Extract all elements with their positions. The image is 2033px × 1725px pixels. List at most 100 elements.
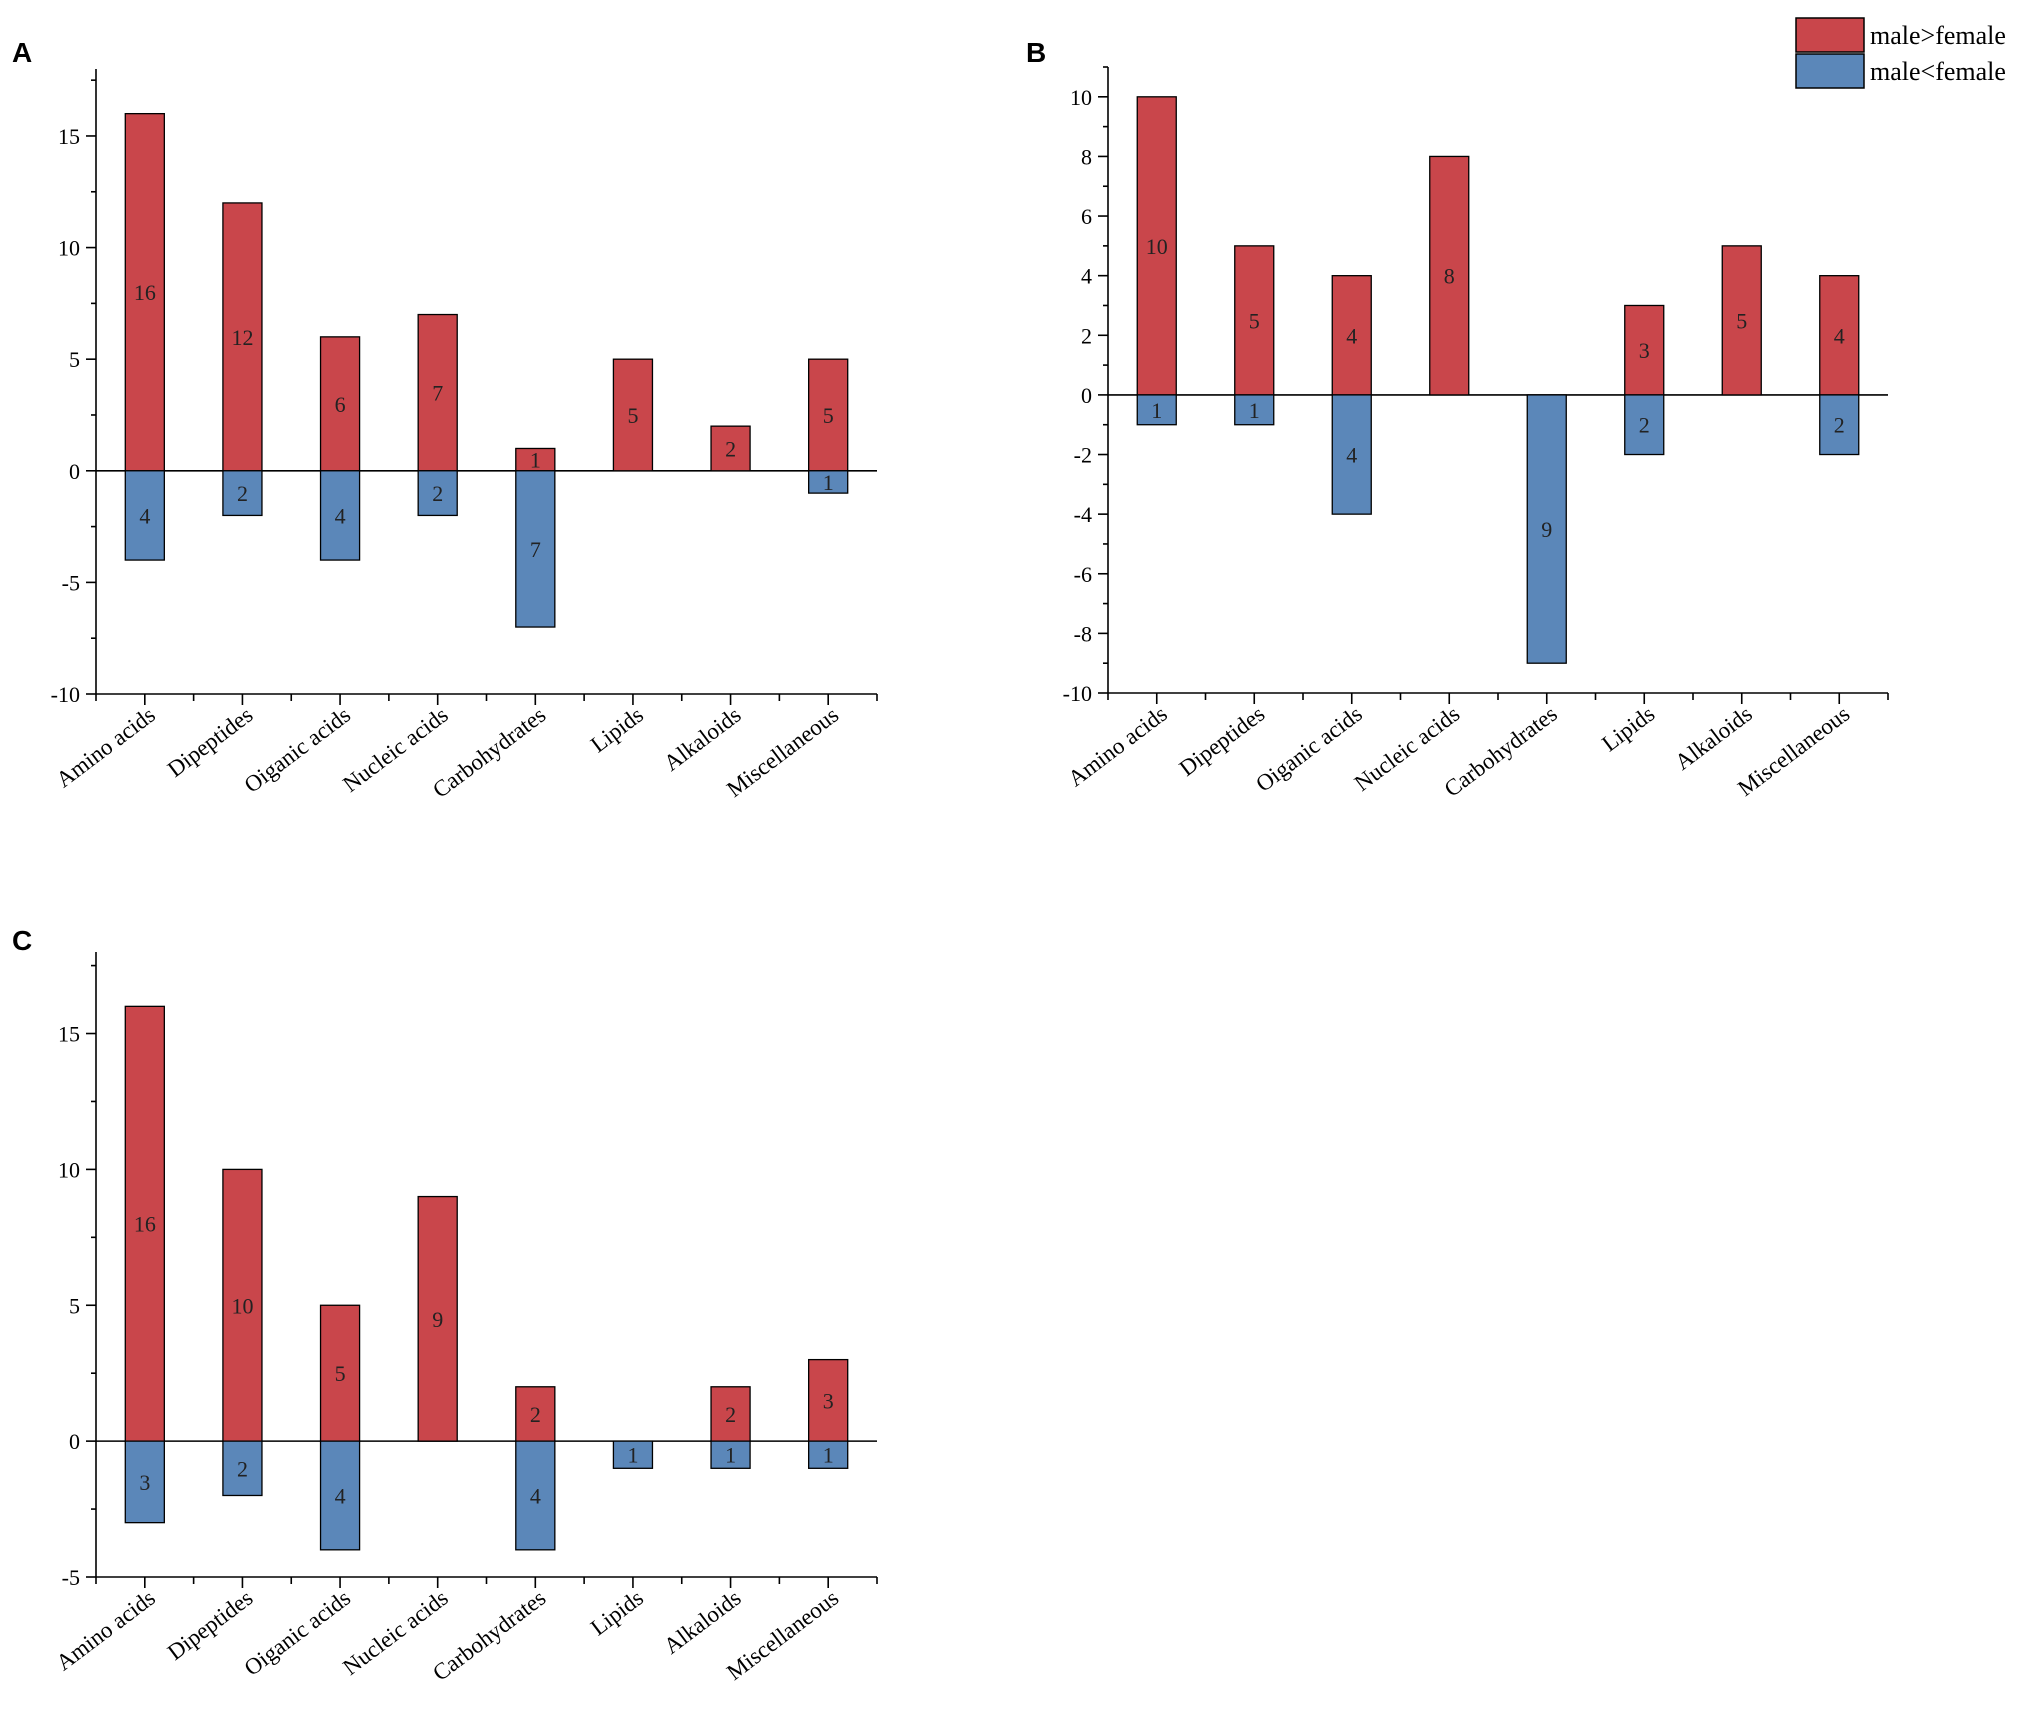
bar-data-label: 5 bbox=[823, 403, 834, 428]
x-category-label: Oiganic acids bbox=[1251, 701, 1367, 797]
y-tick-label: 10 bbox=[58, 236, 80, 261]
bar-male-less bbox=[124, 1440, 165, 1524]
chart-panel-b: B -10 -8 -6 -4 -2 0 2 4 6 8 10 10 1 Amino acids 5 1 Dipep… bbox=[1026, 37, 1889, 802]
bar-data-label: 1 bbox=[1151, 398, 1162, 423]
bar-data-label: 2 bbox=[237, 481, 248, 506]
bar-male-greater bbox=[808, 358, 849, 472]
bar-male-less bbox=[710, 1440, 751, 1469]
y-tick-label: 6 bbox=[1081, 204, 1092, 229]
y-tick-label: 10 bbox=[58, 1157, 80, 1182]
bar-data-label: 10 bbox=[231, 1293, 253, 1318]
bar-data-label: 4 bbox=[1834, 323, 1845, 348]
bar-data-label: 2 bbox=[1834, 413, 1845, 438]
y-tick-label: -10 bbox=[1063, 681, 1092, 706]
x-category-label: Lipids bbox=[586, 702, 648, 757]
y-tick-label: 2 bbox=[1081, 323, 1092, 348]
x-category-label: Amino acids bbox=[51, 702, 159, 792]
bar-male-greater bbox=[808, 1358, 849, 1442]
bar-data-label: 4 bbox=[1346, 443, 1357, 468]
bar-data-label: 7 bbox=[432, 381, 443, 406]
bar-male-greater bbox=[1136, 96, 1177, 396]
x-category-label: Oiganic acids bbox=[240, 702, 356, 798]
bar-male-greater bbox=[1331, 275, 1372, 396]
bar-male-less bbox=[319, 470, 361, 561]
bar-data-label: 10 bbox=[1146, 234, 1168, 259]
bar-data-label: 3 bbox=[823, 1388, 834, 1413]
bar-data-label: 4 bbox=[335, 503, 346, 528]
bar-male-less bbox=[124, 470, 165, 561]
bar-male-greater bbox=[1721, 245, 1762, 396]
x-category-label: Lipids bbox=[1597, 701, 1659, 756]
bar-data-label: 4 bbox=[530, 1483, 541, 1508]
x-category-label: Lipids bbox=[586, 1585, 648, 1640]
x-category-label: Oiganic acids bbox=[240, 1585, 356, 1681]
bar-male-greater bbox=[515, 1386, 556, 1442]
bar-male-greater bbox=[319, 336, 361, 472]
legend-label: male<female bbox=[1870, 57, 2006, 86]
bar-data-label: 16 bbox=[134, 280, 156, 305]
bar-data-label: 3 bbox=[139, 1470, 150, 1495]
bar-data-label: 5 bbox=[1249, 308, 1260, 333]
x-category-label: Amino acids bbox=[1063, 701, 1171, 791]
x-category-label: Dipeptides bbox=[163, 1585, 258, 1665]
bar-male-less bbox=[1819, 394, 1860, 456]
panel-letter: A bbox=[12, 37, 32, 68]
bar-male-greater bbox=[222, 1168, 263, 1442]
bar-data-label: 5 bbox=[335, 1361, 346, 1386]
panel-letter: B bbox=[1026, 37, 1046, 68]
legend: male>female male<female bbox=[1795, 17, 2006, 89]
bar-data-label: 2 bbox=[432, 481, 443, 506]
y-tick-label: 5 bbox=[69, 347, 80, 372]
bar-data-label: 5 bbox=[627, 403, 638, 428]
bar-male-less bbox=[222, 1440, 263, 1497]
bar-male-less bbox=[319, 1440, 361, 1551]
bar-male-less bbox=[515, 470, 556, 628]
bar-data-label: 1 bbox=[725, 1443, 736, 1468]
bar-data-label: 12 bbox=[231, 325, 253, 350]
bar-data-label: 2 bbox=[725, 1402, 736, 1427]
y-tick-label: 0 bbox=[69, 1429, 80, 1454]
chart-panel-c: C -5 0 5 10 15 16 3 Amino acids 10 2 Dipeptides 5 4 Oi… bbox=[12, 925, 878, 1686]
bar-male-less bbox=[808, 1440, 849, 1469]
x-category-label: Dipeptides bbox=[1175, 701, 1270, 781]
x-category-label: Alkaloids bbox=[1670, 701, 1757, 775]
bar-male-greater bbox=[417, 1195, 458, 1442]
bar-data-label: 5 bbox=[1736, 308, 1747, 333]
y-tick-label: 0 bbox=[1081, 383, 1092, 408]
y-tick-label: -8 bbox=[1074, 621, 1092, 646]
bar-male-less bbox=[808, 470, 849, 494]
y-tick-label: 8 bbox=[1081, 144, 1092, 169]
x-category-label: Amino acids bbox=[51, 1585, 159, 1675]
bar-male-less bbox=[1234, 394, 1275, 426]
bar-data-label: 9 bbox=[1541, 517, 1552, 542]
bar-male-less bbox=[222, 470, 263, 517]
bar-data-label: 16 bbox=[134, 1212, 156, 1237]
bar-male-less bbox=[417, 470, 458, 517]
y-tick-label: -5 bbox=[62, 1565, 80, 1590]
bar-data-label: 1 bbox=[1249, 398, 1260, 423]
bar-male-greater bbox=[1624, 304, 1665, 396]
bar-data-label: 1 bbox=[530, 448, 541, 473]
bar-male-greater bbox=[612, 358, 654, 472]
bar-data-label: 4 bbox=[1346, 323, 1357, 348]
bar-male-greater bbox=[1819, 275, 1860, 396]
bar-male-less bbox=[1526, 394, 1567, 664]
legend-swatch bbox=[1795, 53, 1865, 89]
bar-male-less bbox=[515, 1440, 556, 1551]
y-tick-label: 15 bbox=[58, 124, 80, 149]
bar-male-less bbox=[612, 1440, 654, 1469]
bar-male-greater bbox=[319, 1304, 361, 1442]
y-tick-label: -2 bbox=[1074, 443, 1092, 468]
x-category-label: Dipeptides bbox=[163, 702, 258, 782]
panel-letter: C bbox=[12, 925, 32, 956]
y-tick-label: -4 bbox=[1074, 502, 1092, 527]
y-tick-label: -6 bbox=[1074, 562, 1092, 587]
bar-data-label: 2 bbox=[530, 1402, 541, 1427]
bar-data-label: 4 bbox=[139, 503, 150, 528]
bar-male-less bbox=[1331, 394, 1372, 515]
bar-male-less bbox=[1624, 394, 1665, 456]
bar-data-label: 1 bbox=[627, 1443, 638, 1468]
bar-data-label: 4 bbox=[335, 1483, 346, 1508]
x-category-label: Alkaloids bbox=[659, 702, 746, 776]
